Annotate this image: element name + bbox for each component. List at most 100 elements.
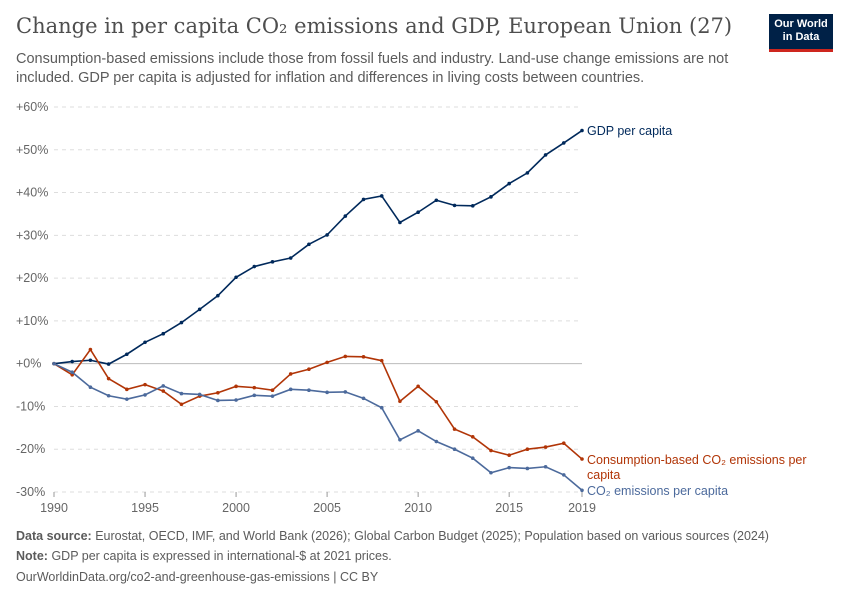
x-tick-label: 1995 — [131, 501, 159, 515]
chart-title: Change in per capita CO₂ emissions and G… — [16, 14, 733, 38]
data-point — [216, 293, 220, 298]
data-point — [161, 331, 166, 336]
data-point — [307, 242, 311, 247]
data-point — [252, 393, 257, 398]
data-point — [416, 210, 420, 215]
data-point — [379, 358, 384, 363]
owid-logo[interactable]: Our World in Data — [769, 14, 833, 52]
chart-subtitle: Consumption-based emissions include thos… — [16, 51, 729, 86]
y-tick-label: +10% — [16, 314, 48, 328]
data-point — [507, 181, 511, 186]
y-tick-label: +20% — [16, 271, 48, 285]
y-tick-label: +30% — [16, 228, 48, 242]
data-point — [543, 464, 548, 469]
note: Note: GDP per capita is expressed in int… — [16, 549, 392, 563]
data-point — [70, 359, 75, 364]
data-point — [452, 203, 457, 208]
data-point — [580, 457, 584, 461]
series-label: CO₂ emissions per capita — [587, 484, 728, 498]
y-tick-label: -30% — [16, 485, 45, 499]
data-point — [452, 447, 457, 452]
data-point — [234, 398, 238, 402]
data-point — [343, 354, 348, 359]
data-point — [216, 398, 220, 403]
data-point — [434, 198, 439, 203]
data-point — [489, 195, 493, 199]
data-point — [252, 385, 257, 390]
data-point — [234, 275, 238, 280]
data-point — [52, 361, 56, 366]
data-point — [52, 361, 56, 366]
data-point — [197, 307, 202, 312]
data-point — [270, 260, 275, 264]
data-point — [179, 320, 184, 325]
data-point — [525, 171, 530, 175]
note-text: GDP per capita is expressed in internati… — [51, 549, 392, 563]
data-point — [343, 390, 348, 394]
data-point — [161, 389, 166, 393]
data-point — [525, 447, 530, 452]
data-point — [580, 488, 584, 493]
note-label: Note: — [16, 549, 48, 563]
data-point — [125, 387, 129, 392]
data-point — [270, 388, 275, 392]
data-point — [307, 388, 311, 392]
data-point — [507, 453, 511, 458]
data-point — [361, 355, 366, 359]
data-point — [52, 361, 56, 366]
data-point — [88, 347, 93, 352]
data-point — [179, 402, 184, 407]
y-tick-label: +60% — [16, 100, 48, 114]
x-tick-label: 2015 — [495, 501, 523, 515]
data-point — [143, 393, 147, 397]
data-point — [197, 392, 202, 397]
data-point — [252, 264, 257, 269]
data-point — [325, 233, 329, 237]
y-tick-label: +50% — [16, 143, 48, 157]
series-label: Consumption-based CO₂ emissions per capit… — [587, 453, 807, 482]
x-tick-label: 2019 — [568, 501, 596, 515]
y-tick-label: -20% — [16, 442, 45, 456]
y-tick-label: -10% — [16, 399, 45, 413]
data-source: Data source: Eurostat, OECD, IMF, and Wo… — [16, 529, 769, 543]
data-point — [379, 194, 384, 198]
data-point — [489, 448, 493, 453]
data-point — [416, 384, 420, 389]
series-label: GDP per capita — [587, 124, 672, 138]
data-point — [88, 358, 93, 363]
data-point — [325, 360, 329, 365]
data-point — [288, 387, 293, 392]
data-point — [270, 394, 275, 398]
data-point — [288, 372, 293, 376]
data-point — [361, 197, 366, 202]
data-point — [143, 382, 147, 387]
source-label: Data source: — [16, 529, 92, 543]
data-point — [561, 441, 566, 446]
data-point — [325, 390, 329, 395]
data-point — [489, 470, 493, 475]
series-line — [53, 129, 583, 365]
data-point — [434, 399, 439, 404]
data-point — [216, 390, 220, 395]
data-point — [452, 427, 457, 431]
data-point — [106, 362, 111, 366]
data-point — [525, 466, 530, 471]
data-point — [507, 465, 511, 470]
data-point — [161, 384, 166, 388]
data-point — [143, 340, 147, 345]
data-point — [470, 435, 475, 439]
data-point — [470, 204, 475, 208]
data-point — [398, 399, 402, 404]
data-point — [543, 153, 548, 157]
data-point — [88, 385, 93, 389]
data-point — [106, 393, 111, 398]
x-tick-label: 2005 — [313, 501, 341, 515]
data-point — [416, 429, 420, 433]
series-line — [53, 348, 583, 460]
source-url[interactable]: OurWorldinData.org/co2-and-greenhouse-ga… — [16, 570, 379, 584]
y-tick-label: +0% — [16, 357, 41, 371]
data-point — [125, 352, 129, 357]
data-point — [470, 456, 475, 461]
